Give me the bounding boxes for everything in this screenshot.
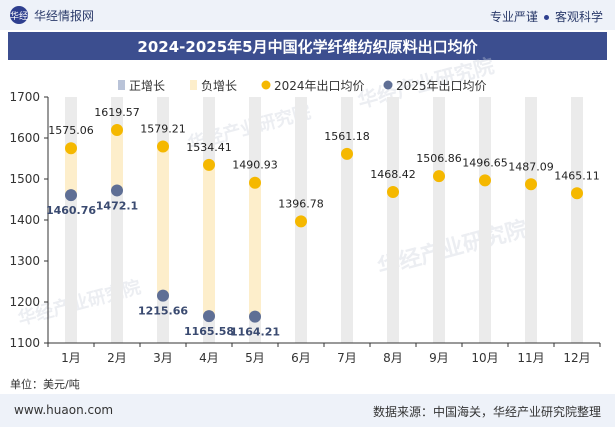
legend-swatch-2025: [383, 80, 393, 90]
x-tick-label: 6月: [291, 351, 311, 365]
data-label-2025: 1215.66: [138, 305, 188, 318]
data-label-2025: 1164.21: [230, 326, 280, 339]
logo-icon: 华经: [10, 6, 28, 24]
x-tick-label: 5月: [245, 351, 265, 365]
chart-title: 2024-2025年5月中国化学纤维纺织原料出口均价: [8, 32, 607, 60]
data-label-2024: 1619.57: [94, 106, 140, 119]
x-tick-label: 10月: [471, 351, 498, 365]
point-2024: [295, 215, 307, 228]
site-link[interactable]: www.huaon.com: [14, 403, 114, 417]
y-tick-label: 1400: [9, 213, 40, 227]
header-bar: 华经 华经情报网 专业严谨 客观科学: [0, 0, 615, 30]
data-label-2025: 1472.1: [96, 199, 138, 212]
tagline-right: 客观科学: [554, 10, 603, 24]
point-2025: [249, 310, 261, 323]
data-label-2024: 1561.18: [324, 130, 370, 143]
legend-label: 正增长: [129, 79, 165, 93]
legend-swatch-positive: [118, 80, 125, 90]
background-band: [387, 97, 399, 343]
brand-name: 华经情报网: [34, 8, 95, 23]
point-2025: [65, 189, 77, 202]
negative-change-bar: [157, 146, 169, 296]
point-2024: [65, 142, 77, 155]
y-tick-label: 1300: [9, 254, 40, 268]
y-tick-label: 1700: [9, 90, 40, 104]
background-band: [433, 97, 445, 343]
x-tick-label: 7月: [337, 351, 357, 365]
data-label-2024: 1468.42: [370, 168, 416, 181]
negative-change-bar: [111, 129, 123, 191]
background-band: [479, 97, 491, 343]
point-2024: [479, 174, 491, 187]
point-2024: [525, 178, 537, 191]
data-label-2024: 1575.06: [48, 124, 94, 137]
data-label-2024: 1506.86: [416, 152, 462, 165]
data-label-2024: 1490.93: [232, 159, 278, 172]
data-label-2024: 1534.41: [186, 141, 232, 154]
data-label-2024: 1465.11: [554, 169, 600, 182]
point-2024: [341, 147, 353, 160]
legend-label: 2024年出口均价: [274, 79, 365, 93]
point-2024: [433, 170, 445, 183]
y-tick-label: 1500: [9, 172, 40, 186]
point-2025: [203, 310, 215, 323]
negative-change-bar: [249, 182, 261, 317]
x-tick-label: 11月: [517, 351, 544, 365]
x-tick-label: 12月: [563, 351, 590, 365]
tagline-left: 专业严谨: [489, 10, 538, 24]
data-label-2024: 1579.21: [140, 123, 186, 136]
data-label-2025: 1460.76: [46, 204, 96, 217]
x-tick-label: 1月: [61, 351, 81, 365]
point-2024: [111, 123, 123, 136]
point-2024: [571, 187, 583, 200]
legend-swatch-negative: [190, 80, 197, 90]
background-band: [525, 97, 537, 343]
data-label-2025: 1165.58: [184, 325, 234, 338]
point-2024: [157, 140, 169, 153]
unit-label: 单位：美元/吨: [10, 378, 80, 391]
data-label-2024: 1396.78: [278, 197, 324, 210]
source-note: 数据来源：中国海关，华经产业研究院整理: [372, 405, 601, 419]
negative-change-bar: [65, 148, 77, 196]
legend-label: 2025年出口均价: [396, 79, 487, 93]
tagline: 专业严谨 客观科学: [490, 8, 603, 25]
legend-swatch-2024: [261, 80, 271, 90]
point-2024: [203, 158, 215, 171]
background-band: [571, 97, 583, 343]
y-tick-label: 1100: [9, 336, 40, 350]
x-tick-label: 4月: [199, 351, 219, 365]
bullet-icon: [543, 15, 549, 20]
point-2025: [157, 289, 169, 302]
data-label-2024: 1496.65: [462, 156, 508, 169]
y-tick-label: 1200: [9, 295, 40, 309]
point-2025: [111, 184, 123, 197]
brand[interactable]: 华经 华经情报网: [10, 6, 94, 24]
y-tick-label: 1600: [9, 131, 40, 145]
x-tick-label: 8月: [383, 351, 403, 365]
footer-bar: www.huaon.com 数据来源：中国海关，华经产业研究院整理: [0, 394, 615, 427]
x-tick-label: 3月: [153, 351, 173, 365]
x-tick-label: 2月: [107, 351, 127, 365]
point-2024: [249, 176, 261, 189]
point-2024: [387, 185, 399, 198]
x-tick-label: 9月: [429, 351, 449, 365]
legend-label: 负增长: [201, 79, 237, 93]
data-label-2024: 1487.09: [508, 160, 554, 173]
negative-change-bar: [203, 164, 215, 317]
